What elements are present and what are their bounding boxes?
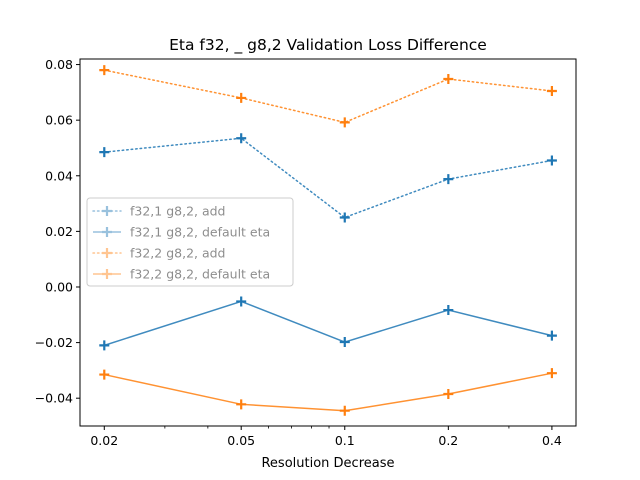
y-tick-label: 0.06 — [45, 113, 73, 128]
data-point — [99, 65, 110, 76]
series-layer — [99, 65, 557, 416]
series-line — [103, 69, 553, 124]
data-point — [236, 92, 247, 103]
data-point — [339, 117, 350, 128]
ticks-layer: −0.04 −0.02 0.00 0.02 0.04 0.06 0.08 0.02 0.05 0.… — [35, 57, 562, 448]
data-point — [339, 337, 350, 348]
data-point — [546, 368, 557, 379]
legend-item: f32,2 g8,2, default eta — [93, 267, 270, 282]
data-point — [546, 85, 557, 96]
legend-label: f32,2 g8,2, add — [130, 246, 226, 261]
legend-label: f32,2 g8,2, default eta — [130, 267, 270, 282]
data-point — [443, 305, 454, 316]
x-tick-label: 0.4 — [542, 433, 562, 448]
data-point — [443, 389, 454, 400]
x-tick-label: 0.05 — [227, 433, 255, 448]
y-tick-label: 0.04 — [45, 168, 73, 183]
data-point — [236, 399, 247, 410]
data-point — [236, 296, 247, 307]
series-line — [103, 137, 553, 219]
legend-box — [86, 197, 294, 287]
legend-item: f32,1 g8,2, add — [92, 204, 226, 219]
y-tick-label: 0.02 — [45, 224, 73, 239]
legend-item: f32,1 g8,2, default eta — [93, 225, 270, 240]
series-1 — [99, 133, 557, 223]
y-tick-label: −0.02 — [35, 335, 73, 350]
y-tick-label: 0.08 — [45, 57, 73, 72]
legend-item: f32,2 g8,2, add — [92, 246, 226, 261]
x-tick-label: 0.2 — [438, 433, 458, 448]
data-point — [443, 174, 454, 185]
legend-label: f32,1 g8,2, add — [130, 204, 226, 219]
series-2 — [99, 296, 557, 351]
x-tick-label: 0.1 — [335, 433, 355, 448]
legend-marker — [102, 227, 112, 237]
axes-frame — [79, 58, 577, 427]
data-point — [99, 340, 110, 351]
data-point — [99, 369, 110, 380]
y-tick-label: 0.00 — [45, 279, 73, 294]
legend-marker — [102, 269, 112, 279]
series-4 — [99, 368, 557, 416]
legend-label: f32,1 g8,2, default eta — [130, 225, 270, 240]
data-point — [339, 405, 350, 416]
data-point — [339, 212, 350, 223]
data-point — [99, 147, 110, 158]
legend-marker — [102, 206, 112, 216]
chart-title: Eta f32, _ g8,2 Validation Loss Differen… — [169, 36, 487, 55]
data-point — [546, 155, 557, 166]
legend: f32,1 g8,2, add f32,1 g8,2, default eta f3… — [86, 197, 294, 287]
y-tick-label: −0.04 — [35, 391, 73, 406]
data-point — [443, 74, 454, 85]
x-tick-label: 0.02 — [90, 433, 118, 448]
legend-marker — [102, 248, 112, 258]
series-3 — [99, 65, 557, 128]
x-axis-label: Resolution Decrease — [261, 456, 394, 471]
data-point — [236, 133, 247, 144]
data-point — [546, 330, 557, 341]
